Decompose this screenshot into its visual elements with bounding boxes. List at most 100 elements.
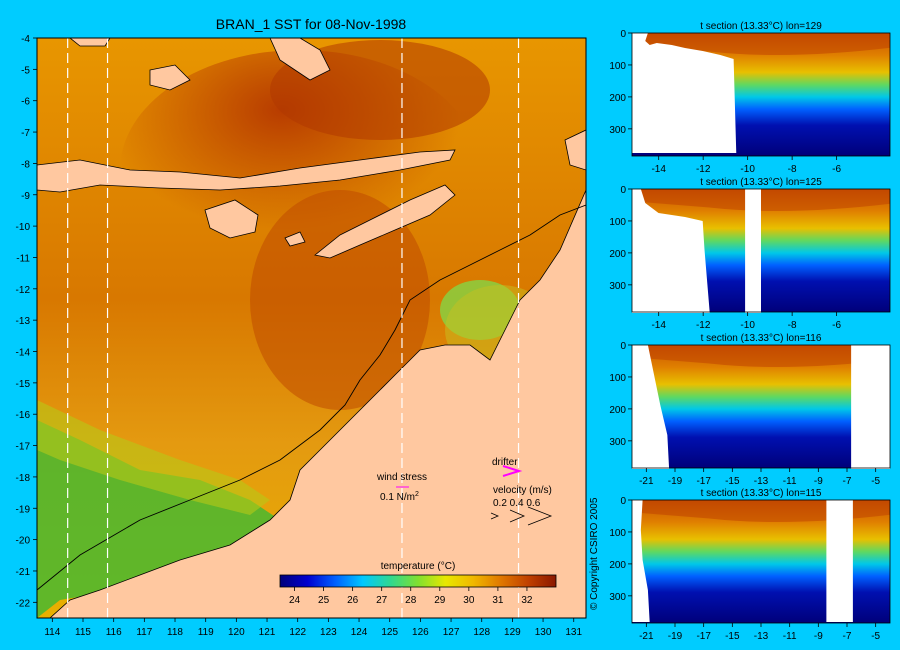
velocity-scale: 0.2 0.4 0.6: [493, 498, 541, 509]
land-nusa-tenggara: [37, 149, 456, 193]
section-panels: t section (13.33°C) lon=129 0 100 200 300 -14…: [609, 21, 891, 642]
section-x-tick-label: -8: [788, 164, 797, 175]
map-panel: [37, 38, 586, 618]
section-y-tick-label: 300: [609, 437, 626, 448]
map-x-tick-label: 120: [228, 627, 245, 638]
section-y-tick-label: 200: [609, 405, 626, 416]
section-land-mask: [745, 189, 761, 313]
section-warm-layer: [632, 345, 890, 367]
section-y-tick-label: 100: [609, 528, 626, 539]
section-panel: t section (13.33°C) lon=125 0 100 200 300 -14…: [609, 177, 891, 331]
wind-stress-scale-sup: 2: [415, 491, 419, 498]
map-x-tick-label: 122: [289, 627, 306, 638]
section-land-mask: [826, 500, 853, 622]
map-x-tick-label: 123: [320, 627, 337, 638]
land-aru-islands: [564, 129, 586, 171]
map-y-tick-label: -21: [16, 567, 31, 578]
colorbar-tick-label: 28: [405, 595, 417, 606]
section-x-tick-label: -10: [740, 164, 755, 175]
map-x-tick-label: 118: [167, 627, 183, 638]
map-y-tick-label: -11: [16, 253, 30, 264]
section-y-tick-label: 100: [609, 61, 626, 72]
section-x-tick-label: -14: [651, 320, 666, 331]
section-x-tick-label: -19: [668, 476, 683, 487]
section-land-mask: [632, 345, 670, 469]
map-y-tick-label: -13: [16, 316, 31, 327]
section-land-mask: [632, 500, 650, 622]
section-x-tick-label: -15: [725, 476, 740, 487]
section-title: t section (13.33°C) lon=116: [701, 333, 822, 344]
map-x-tick-label: 128: [473, 627, 490, 638]
section-panel: t section (13.33°C) lon=116 0 100 200 300 -21…: [609, 333, 891, 487]
map-y-tick-label: -6: [21, 97, 30, 108]
section-x-tick-label: -15: [725, 631, 740, 642]
section-y-tick-label: 200: [609, 249, 626, 260]
map-y-tick-label: -17: [16, 442, 31, 453]
section-x-tick-label: -9: [814, 631, 823, 642]
cool-shelf-water-edge: [37, 400, 270, 515]
map-y-tick-label: -8: [21, 159, 30, 170]
section-y-tick-label: 200: [609, 560, 626, 571]
section-x-tick-label: -14: [651, 164, 666, 175]
section-x-tick-label: -11: [783, 476, 797, 487]
map-x-tick-label: 114: [44, 627, 60, 638]
land-sumba: [204, 199, 259, 239]
map-y-tick-label: -22: [16, 598, 31, 609]
map-x-axis: 114 115 116 117 118 119 120 121 122 123 124 125 126 1…: [44, 618, 583, 638]
map-x-tick-label: 129: [504, 627, 521, 638]
colorbar-label: temperature (°C): [381, 561, 456, 572]
section-y-tick-label: 100: [609, 373, 626, 384]
map-x-tick-label: 130: [535, 627, 552, 638]
section-x-tick-label: -12: [696, 164, 711, 175]
wind-stress-scale-value: 0.1 N/m: [380, 492, 415, 503]
map-y-tick-label: -19: [16, 504, 31, 515]
map-x-tick-label: 126: [412, 627, 429, 638]
section-x-tick-label: -7: [843, 476, 852, 487]
section-y-tick-label: 200: [609, 93, 626, 104]
drifter-label: drifter: [492, 457, 518, 468]
section-y-tick-label: 0: [620, 341, 626, 352]
section-title: t section (13.33°C) lon=125: [700, 177, 822, 188]
map-x-tick-label: 117: [136, 627, 152, 638]
section-y-tick-label: 300: [609, 125, 626, 136]
section-x-tick-label: -8: [788, 320, 797, 331]
colorbar-tick-label: 25: [318, 595, 330, 606]
land-small-island-east: [284, 231, 306, 247]
section-x-tick-label: -12: [696, 320, 711, 331]
section-panel: t section (13.33°C) lon=115 0 100 200 300 -21…: [609, 488, 891, 642]
section-x-tick-label: -5: [871, 631, 880, 642]
colorbar-ticks: 24 25 26 27 28 29 30 31 32: [289, 587, 533, 606]
section-x-tick-label: -5: [871, 476, 880, 487]
wind-stress-scale: 0.1 N/m2: [380, 491, 419, 503]
colorbar-tick-label: 30: [463, 595, 475, 606]
map-y-tick-label: -10: [16, 222, 31, 233]
section-x-tick-label: -21: [639, 631, 654, 642]
section-x-tick-label: -6: [832, 320, 841, 331]
section-land-mask: [632, 189, 710, 313]
section-y-tick-label: 100: [609, 217, 626, 228]
map-y-tick-label: -5: [21, 65, 30, 76]
section-x-tick-label: -13: [754, 631, 769, 642]
section-warm-layer: [632, 500, 890, 522]
land-australia: [49, 189, 586, 618]
section-warm-layer: [632, 33, 890, 55]
section-y-tick-label: 300: [609, 592, 626, 603]
section-land-mask: [851, 345, 890, 469]
section-frame: [631, 188, 891, 313]
map-y-axis: -4 -5 -6 -7 -8 -9 -10 -11 -12 -13 -14 -15 -16 -17 -18 -…: [16, 34, 37, 609]
colorbar-tick-label: 32: [521, 595, 533, 606]
section-x-tick-label: -13: [754, 476, 769, 487]
shelf-break-contour: [37, 204, 586, 591]
section-title: t section (13.33°C) lon=129: [700, 21, 822, 32]
section-frame: [631, 32, 891, 157]
section-x-tick-label: -17: [696, 631, 711, 642]
section-y-tick-label: 0: [620, 185, 626, 196]
land-sulawesi-south: [269, 38, 331, 81]
section-y-tick-label: 0: [620, 496, 626, 507]
map-title: BRAN_1 SST for 08-Nov-1998: [216, 16, 407, 32]
map-y-tick-label: -15: [16, 379, 31, 390]
section-title: t section (13.33°C) lon=115: [701, 488, 822, 499]
copyright-text: © Copyright CSIRO 2005: [589, 497, 600, 610]
land-timor: [314, 184, 456, 259]
